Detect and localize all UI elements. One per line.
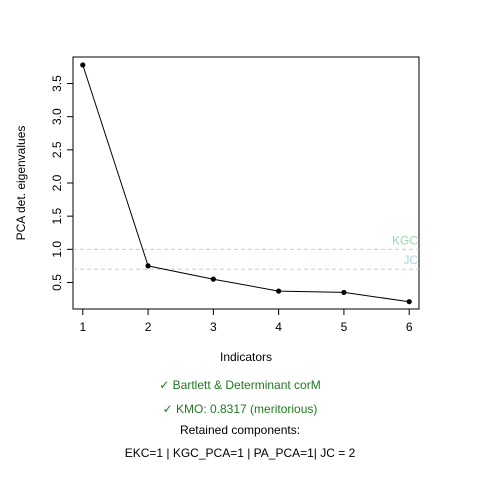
y-tick-label: 0.5 <box>50 274 64 291</box>
kmo-check: ✓ KMO: 0.8317 (meritorious) <box>162 402 318 416</box>
y-tick-label: 1.0 <box>50 241 64 258</box>
x-tick-label: 1 <box>79 320 86 334</box>
bartlett-check: ✓ Bartlett & Determinant corM <box>159 378 321 392</box>
data-point <box>80 62 86 68</box>
x-tick-label: 5 <box>341 320 348 334</box>
retained-values: EKC=1 | KGC_PCA=1 | PA_PCA=1| JC = 2 <box>124 446 356 460</box>
x-axis: 1 2 3 4 5 6 <box>79 309 413 334</box>
x-axis-label: Indicators <box>220 350 272 364</box>
x-tick-label: 6 <box>406 320 413 334</box>
x-tick-label: 3 <box>210 320 217 334</box>
y-tick-label: 3.5 <box>50 75 64 92</box>
data-point <box>341 289 347 296</box>
y-tick-label: 2.5 <box>50 141 64 158</box>
x-tick-label: 4 <box>275 320 282 334</box>
reference-label-jc: JC <box>403 253 418 267</box>
plot-frame <box>72 56 420 310</box>
y-tick-label: 1.5 <box>50 207 64 224</box>
y-tick-label: 3.0 <box>50 108 64 125</box>
retained-title: Retained components: <box>179 423 301 437</box>
data-point <box>276 288 282 294</box>
data-point <box>210 276 216 282</box>
series-line <box>82 64 410 303</box>
y-axis: 0.5 1.0 1.5 2.0 2.5 3.0 3.5 <box>50 75 73 291</box>
data-point <box>406 299 412 305</box>
x-tick-label: 2 <box>145 320 152 334</box>
y-axis-label: PCA det. eigenvalues <box>14 126 28 241</box>
y-tick-label: 2.0 <box>50 174 64 191</box>
eigenvalue-series <box>80 62 412 305</box>
data-point <box>145 263 151 269</box>
reference-label-kgc: KGC <box>392 233 418 247</box>
reference-lines: KGC JC <box>73 233 419 270</box>
